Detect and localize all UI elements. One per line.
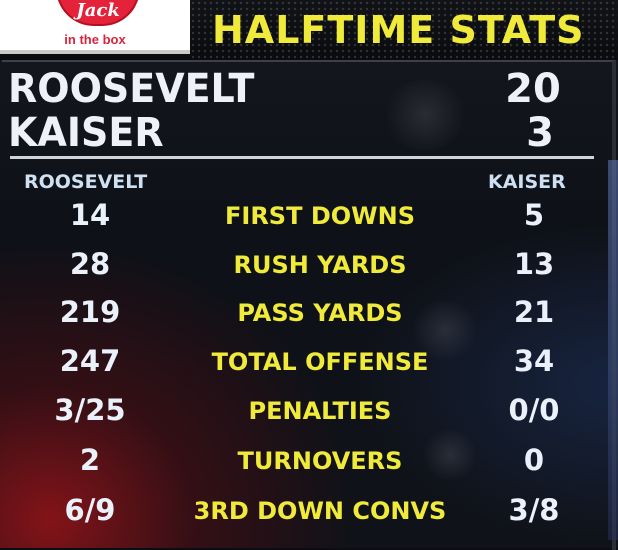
sponsor-logo-mark: Jack: [56, 0, 140, 26]
stat-label: TURNOVERS: [237, 447, 403, 475]
stat-row-first-downs: 14 FIRST DOWNS 5: [0, 198, 618, 246]
stat-row-total-offense: 247 TOTAL OFFENSE 34: [0, 344, 618, 392]
stat-label: TOTAL OFFENSE: [211, 348, 429, 376]
away-team-name: KAISER: [8, 110, 164, 156]
stat-row-turnovers: 2 TURNOVERS 0: [0, 443, 618, 491]
sponsor-logo: Jack in the box: [0, 0, 190, 54]
home-stat-value: 28: [69, 247, 111, 281]
edge-light: [608, 160, 618, 540]
score-divider: [10, 156, 594, 159]
home-stat-value: 219: [59, 295, 121, 329]
glare: [410, 300, 480, 360]
stat-label: PASS YARDS: [237, 299, 403, 327]
away-stat-value: 0/0: [508, 393, 560, 427]
stat-row-rush-yards: 28 RUSH YARDS 13: [0, 247, 618, 295]
home-team-score: 20: [505, 66, 561, 112]
away-stat-value: 34: [513, 344, 555, 378]
stat-label: RUSH YARDS: [233, 251, 407, 279]
header-bar: Jack in the box HALFTIME STATS: [0, 0, 618, 60]
sponsor-logo-text: Jack: [76, 0, 120, 21]
away-stat-value: 21: [513, 295, 555, 329]
glare: [380, 80, 470, 150]
stat-label: FIRST DOWNS: [225, 202, 415, 230]
home-team-name: ROOSEVELT: [8, 66, 255, 112]
home-stat-value: 247: [59, 344, 121, 378]
stat-row-pass-yards: 219 PASS YARDS 21: [0, 295, 618, 343]
sponsor-logo-subtext: in the box: [64, 32, 126, 47]
page-title: HALFTIME STATS: [212, 8, 585, 52]
home-stat-value: 6/9: [64, 493, 116, 527]
away-team-score: 3: [526, 110, 554, 156]
away-stat-value: 13: [513, 247, 555, 281]
away-stat-value: 0: [523, 443, 545, 477]
stat-label: PENALTIES: [248, 397, 392, 425]
stat-row-third-down-conversions: 6/9 3RD DOWN CONVS 3/8: [0, 493, 618, 541]
glare: [420, 430, 480, 480]
home-stat-value: 14: [69, 198, 111, 232]
home-column-header: ROOSEVELT: [24, 171, 148, 193]
home-stat-value: 2: [79, 443, 101, 477]
stat-row-penalties: 3/25 PENALTIES 0/0: [0, 393, 618, 441]
away-stat-value: 3/8: [508, 493, 560, 527]
stat-label: 3RD DOWN CONVS: [193, 497, 447, 525]
away-stat-value: 5: [523, 198, 545, 232]
home-stat-value: 3/25: [54, 393, 126, 427]
away-column-header: KAISER: [488, 171, 566, 193]
header-dot-pattern: [190, 0, 618, 60]
